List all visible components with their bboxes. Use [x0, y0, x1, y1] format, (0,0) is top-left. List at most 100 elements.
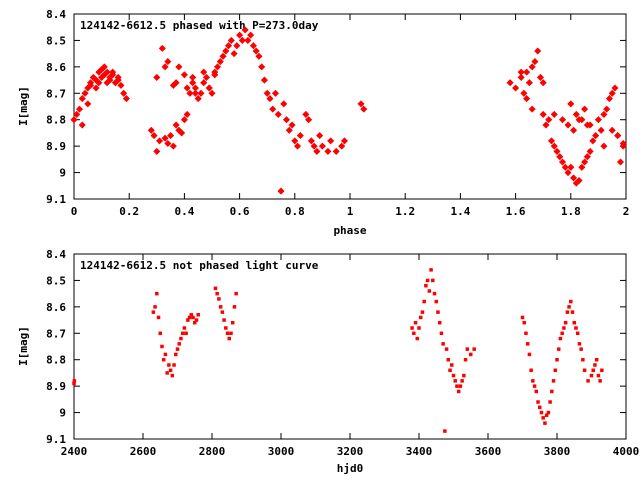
data-point — [553, 147, 561, 155]
data-point — [422, 299, 426, 304]
x-tick-label: 3600 — [475, 445, 502, 458]
data-point — [160, 344, 164, 349]
data-point — [227, 36, 235, 44]
data-point — [608, 89, 616, 97]
data-point — [551, 379, 556, 383]
data-point — [567, 305, 571, 309]
data-point — [538, 405, 542, 410]
x-tick-label: 2 — [623, 205, 630, 218]
data-point — [570, 310, 575, 314]
data-point — [616, 158, 625, 166]
data-point — [517, 73, 525, 81]
data-point — [600, 110, 608, 118]
data-point — [247, 31, 255, 39]
data-point — [413, 320, 418, 325]
data-point — [541, 416, 545, 420]
data-point — [179, 336, 183, 341]
data-point — [565, 310, 570, 314]
data-point — [417, 326, 421, 330]
data-point — [529, 368, 533, 373]
y-tick-label: 8.9 — [46, 380, 66, 393]
data-point — [183, 84, 191, 92]
data-point — [78, 95, 86, 103]
data-point — [592, 132, 600, 140]
data-point — [161, 63, 169, 71]
data-point — [170, 373, 175, 378]
data-point — [424, 283, 428, 288]
data-point — [219, 52, 227, 60]
data-point — [100, 63, 108, 71]
data-point — [288, 121, 296, 129]
plot-unphased: 124142-6612.5 not phased light curve hjd… — [17, 248, 639, 475]
data-point — [544, 413, 549, 417]
data-point — [244, 36, 252, 44]
data-point — [360, 105, 368, 113]
plot-unphased-title: 124142-6612.5 not phased light curve — [80, 259, 319, 272]
data-point — [450, 363, 454, 367]
data-point — [575, 331, 580, 336]
data-point — [117, 81, 125, 89]
data-point — [277, 187, 285, 195]
data-point — [570, 126, 578, 134]
data-point — [186, 89, 194, 97]
data-point — [158, 331, 162, 336]
data-point — [225, 42, 233, 50]
data-point — [415, 336, 420, 341]
data-point — [266, 95, 274, 103]
data-point — [200, 68, 208, 76]
data-point — [75, 105, 84, 113]
data-point — [545, 116, 553, 124]
data-point — [548, 400, 552, 404]
data-point — [178, 129, 186, 137]
data-point — [547, 137, 556, 145]
data-point — [175, 63, 183, 71]
data-point — [70, 116, 78, 124]
data-point — [472, 347, 476, 351]
data-point — [586, 147, 594, 155]
data-point — [439, 331, 444, 336]
data-point — [455, 384, 459, 388]
data-point — [437, 320, 442, 325]
y-tick-label: 9.1 — [46, 433, 66, 446]
data-point — [313, 147, 321, 155]
data-point — [164, 139, 172, 148]
data-point — [469, 352, 473, 357]
data-point — [542, 121, 550, 129]
data-point — [441, 342, 445, 346]
data-point — [232, 305, 237, 309]
data-point — [98, 73, 106, 81]
data-point — [233, 42, 241, 50]
data-point — [274, 110, 282, 118]
data-point — [460, 379, 464, 383]
data-point — [536, 73, 544, 81]
data-point — [122, 95, 130, 103]
data-point — [527, 352, 532, 357]
data-point — [216, 58, 224, 66]
x-tick-label: 1.6 — [506, 205, 526, 218]
data-point — [539, 79, 547, 87]
data-point — [436, 310, 440, 314]
data-point — [443, 429, 447, 433]
data-point — [425, 278, 430, 283]
data-point — [230, 50, 238, 58]
data-point — [512, 84, 520, 92]
y-tick-label: 8.6 — [46, 301, 66, 314]
x-tick-label: 0.4 — [174, 205, 194, 218]
data-point — [594, 357, 599, 362]
data-point — [598, 379, 602, 383]
data-point — [539, 410, 544, 415]
data-point — [282, 116, 291, 124]
data-point — [183, 110, 191, 118]
data-point — [531, 379, 535, 383]
x-tick-label: 3000 — [268, 445, 295, 458]
data-point — [241, 26, 249, 34]
y-tick-label: 9 — [59, 407, 66, 420]
data-point — [567, 100, 575, 108]
data-point — [550, 389, 554, 394]
data-point — [229, 331, 233, 336]
data-point — [528, 63, 536, 71]
x-tick-label: 2800 — [199, 445, 226, 458]
data-point — [72, 379, 77, 383]
data-point — [194, 318, 199, 322]
data-point — [589, 137, 597, 145]
